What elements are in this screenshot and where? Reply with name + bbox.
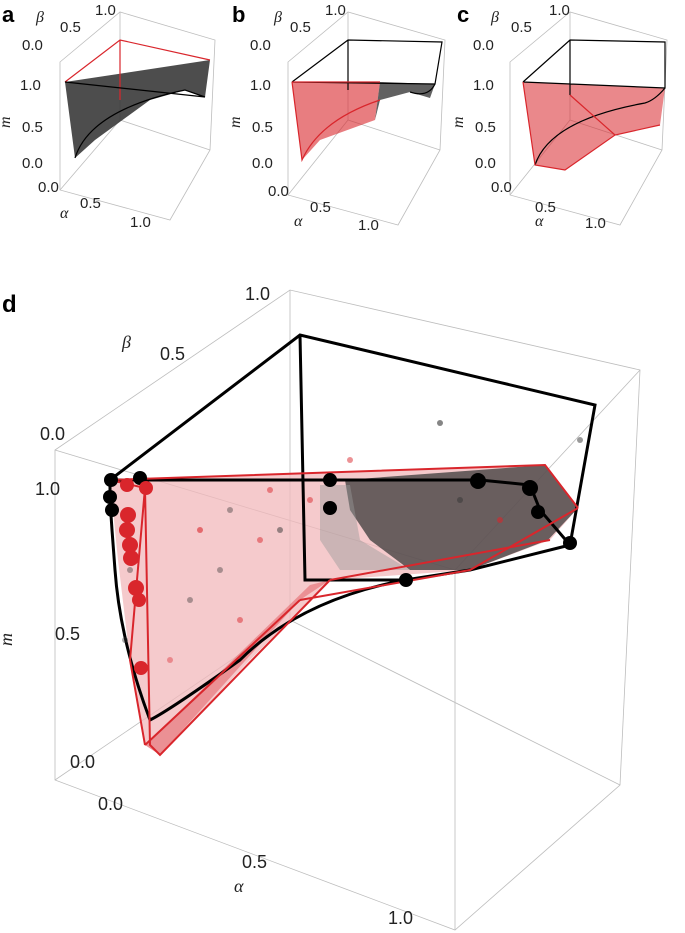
m-tick-0-a: 1.0 — [20, 77, 41, 94]
beta-tick-2-a: 1.0 — [95, 2, 116, 19]
beta-label-a: β — [35, 9, 44, 26]
m-label-a: m — [0, 116, 14, 128]
m-tick-1-b: 0.5 — [252, 119, 273, 136]
alpha-label-d: α — [234, 876, 244, 896]
surface-pink-c — [523, 82, 665, 170]
panel-a: a β 0.0 0.5 1.0 m 1.0 0.5 0.0 0.0 0.5 1.… — [0, 2, 216, 231]
beta-label-d: β — [121, 332, 131, 352]
beta-tick-0-d: 0.0 — [40, 424, 65, 444]
m-tick-2-d: 0.0 — [70, 752, 95, 772]
alpha-tick-2-b: 1.0 — [358, 217, 379, 234]
m-label-b: m — [227, 116, 244, 128]
surface-dark-b — [375, 82, 435, 120]
alpha-tick-1-b: 0.5 — [310, 199, 331, 216]
alpha-tick-1-d: 0.5 — [242, 852, 267, 872]
alpha-tick-0-c: 0.0 — [491, 179, 512, 196]
panel-b: b β 0.0 0.5 1.0 m 1.0 0.5 0.0 0.0 0.5 1.… — [227, 2, 446, 234]
surface-dark-a — [65, 60, 210, 158]
alpha-label-b: α — [294, 213, 303, 230]
alpha-tick-2-d: 1.0 — [388, 908, 413, 928]
alpha-label-a: α — [60, 205, 69, 222]
beta-tick-0-a: 0.0 — [22, 37, 43, 54]
black-markers-d — [103, 471, 577, 587]
panel-label-b: b — [232, 2, 245, 27]
m-tick-0-c: 1.0 — [473, 77, 494, 94]
beta-tick-1-b: 0.5 — [290, 19, 311, 36]
m-tick-2-b: 0.0 — [252, 155, 273, 172]
surface-red-fan-d — [145, 580, 330, 755]
alpha-tick-1-c: 0.5 — [535, 199, 556, 216]
m-tick-1-c: 0.5 — [475, 119, 496, 136]
alpha-label-c: α — [535, 213, 544, 230]
alpha-tick-0-d: 0.0 — [98, 794, 123, 814]
scatter-points-d — [122, 420, 583, 663]
panel-c: c β 0.0 0.5 1.0 m 1.0 0.5 0.0 0.0 0.5 1.… — [450, 2, 668, 232]
alpha-tick-0-b: 0.0 — [268, 183, 289, 200]
alpha-tick-2-c: 1.0 — [585, 215, 606, 232]
beta-tick-2-c: 1.0 — [549, 2, 570, 19]
beta-label-b: β — [273, 9, 282, 26]
beta-label-c: β — [490, 9, 499, 26]
surface-edge-red-c — [522, 81, 661, 171]
surface-edge-black-a — [64, 81, 206, 159]
beta-tick-1-d: 0.5 — [160, 344, 185, 364]
m-tick-0-d: 1.0 — [35, 479, 60, 499]
m-tick-1-d: 0.5 — [55, 624, 80, 644]
surface-edge-black-c — [522, 39, 666, 166]
surface-grey-light-d — [320, 485, 410, 570]
beta-tick-1-a: 0.5 — [60, 19, 81, 36]
m-tick-2-a: 0.0 — [22, 155, 43, 172]
alpha-tick-2-a: 1.0 — [130, 214, 151, 231]
panel-label-a: a — [2, 2, 15, 27]
beta-tick-2-d: 1.0 — [245, 284, 270, 304]
alpha-tick-1-a: 0.5 — [80, 195, 101, 212]
m-label-c: m — [450, 116, 467, 128]
surface-edge-red-b — [291, 81, 381, 163]
m-tick-2-c: 0.0 — [475, 155, 496, 172]
m-label-d: m — [0, 633, 16, 646]
beta-tick-1-c: 0.5 — [511, 19, 532, 36]
red-markers-d — [119, 478, 153, 675]
beta-tick-2-b: 1.0 — [325, 2, 346, 19]
alpha-tick-0-a: 0.0 — [38, 179, 59, 196]
panel-label-d: d — [2, 291, 17, 318]
surface-grey-d — [345, 465, 578, 570]
m-tick-0-b: 1.0 — [250, 77, 271, 94]
panel-d: d — [0, 284, 641, 931]
m-tick-1-a: 0.5 — [22, 119, 43, 136]
red-wireframe-d — [109, 463, 579, 757]
beta-tick-0-b: 0.0 — [250, 37, 271, 54]
panel-label-c: c — [457, 2, 469, 27]
surface-edge-red-a — [64, 39, 211, 100]
beta-tick-0-c: 0.0 — [473, 37, 494, 54]
